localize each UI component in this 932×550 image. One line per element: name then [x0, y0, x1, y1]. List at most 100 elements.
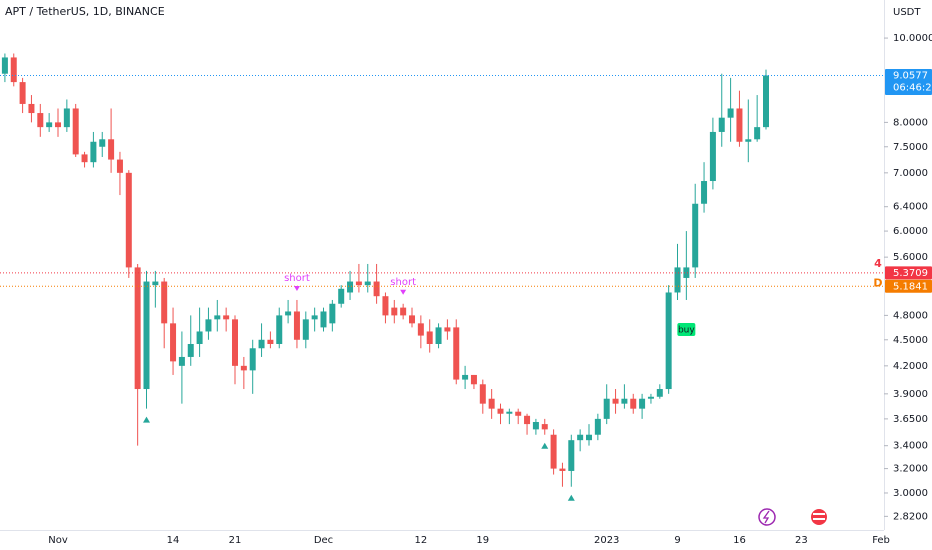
candle-body — [665, 292, 672, 390]
signal-triangle — [541, 442, 549, 449]
candle-body — [134, 267, 141, 390]
price-label: 5.3709 — [893, 268, 928, 279]
candle-body — [603, 398, 610, 419]
candle-body — [143, 281, 150, 390]
x-tick-label: 9 — [674, 535, 680, 546]
candle-body — [178, 356, 185, 366]
candle-body — [187, 343, 194, 357]
candles — [1, 53, 769, 487]
candle-body — [364, 281, 371, 286]
candle-body — [701, 181, 708, 204]
candle-body — [125, 172, 132, 268]
candle-body — [63, 108, 70, 128]
y-tick-label: 3.4000 — [893, 441, 928, 452]
x-tick-label: 19 — [476, 535, 489, 546]
candle-body — [391, 307, 398, 316]
candle-body — [214, 315, 221, 320]
candle-body — [568, 440, 575, 471]
x-tick-label: 16 — [733, 535, 746, 546]
candle-body — [479, 384, 486, 404]
candle-body — [205, 319, 212, 332]
candle-body — [621, 398, 628, 404]
candle-body — [470, 374, 477, 385]
candle-body — [630, 398, 637, 409]
candle-body — [647, 396, 654, 399]
buy-label-box — [677, 322, 696, 336]
candle-body — [223, 315, 230, 320]
candle-body — [320, 311, 327, 328]
y-tick-label: 6.0000 — [893, 226, 928, 237]
candle-body — [444, 327, 451, 332]
candle-body — [285, 311, 292, 316]
price-line-tag: 4 — [874, 257, 882, 270]
x-tick-label: 23 — [795, 535, 808, 546]
price-label-box — [885, 266, 932, 280]
short-label: short — [390, 277, 416, 288]
candle-body — [656, 389, 663, 397]
candle-body — [488, 398, 495, 409]
candle-body — [435, 327, 442, 344]
x-tick-label: 21 — [229, 535, 242, 546]
event-icon-bolt — [762, 510, 770, 524]
candle-body — [709, 131, 716, 182]
candle-body — [400, 307, 407, 316]
y-tick-label: 6.4000 — [893, 202, 928, 213]
candle-body — [409, 315, 415, 324]
candle-body — [506, 411, 513, 414]
candle-body — [550, 434, 557, 469]
event-icon — [758, 508, 776, 526]
candle-body — [532, 421, 539, 430]
candle-body — [90, 141, 97, 163]
candle-body — [453, 327, 460, 380]
y-tick-label: 3.9000 — [893, 389, 928, 400]
price-label: 9.0577 — [893, 70, 928, 81]
candle-body — [232, 319, 238, 366]
candle-body — [276, 315, 283, 344]
y-tick-label: 7.5000 — [893, 142, 928, 153]
chart-title: APT / TetherUS, 1D, BINANCE — [5, 5, 165, 18]
candle-body — [258, 339, 265, 349]
x-tick-label: 2023 — [594, 535, 619, 546]
candle-body — [161, 281, 168, 324]
event-icon-stripe — [813, 518, 825, 520]
candle-body — [763, 75, 769, 128]
candle-body — [373, 281, 380, 297]
y-axis-label: USDT — [893, 7, 921, 18]
candle-body — [267, 339, 274, 344]
y-tick-label: 3.2000 — [893, 464, 928, 475]
candle-body — [355, 281, 362, 286]
short-arrow — [293, 285, 300, 291]
candle-body — [586, 434, 592, 441]
candle-body — [108, 139, 115, 160]
candle-body — [347, 281, 354, 293]
candle-body — [81, 154, 88, 163]
signal-triangle — [567, 494, 575, 501]
y-tick-label: 4.5000 — [893, 335, 928, 346]
price-label-box — [885, 68, 932, 95]
candle-body — [426, 331, 433, 344]
candle-body — [559, 468, 566, 471]
candle-body — [515, 411, 522, 416]
candle-body — [37, 113, 44, 128]
candle-body — [329, 303, 336, 324]
candle-body — [718, 117, 725, 132]
x-tick-label: Feb — [872, 535, 890, 546]
candle-body — [524, 415, 531, 425]
candle-body — [497, 408, 504, 414]
candle-body — [10, 57, 17, 83]
candle-body — [170, 323, 177, 362]
x-tick-label: Nov — [48, 535, 68, 546]
buy-label: buy — [678, 325, 695, 335]
event-icon-stripe — [813, 513, 825, 515]
candle-body — [99, 139, 106, 147]
price-label-box — [885, 279, 932, 293]
candle-body — [240, 365, 247, 371]
price-countdown: 06:46:22 — [893, 82, 932, 93]
y-tick-label: 4.8000 — [893, 310, 928, 321]
candle-body — [338, 288, 345, 304]
candle-body — [152, 281, 159, 286]
price-line-tag: D — [873, 276, 882, 289]
y-tick-label: 7.0000 — [893, 168, 928, 179]
candle-body — [674, 267, 681, 293]
